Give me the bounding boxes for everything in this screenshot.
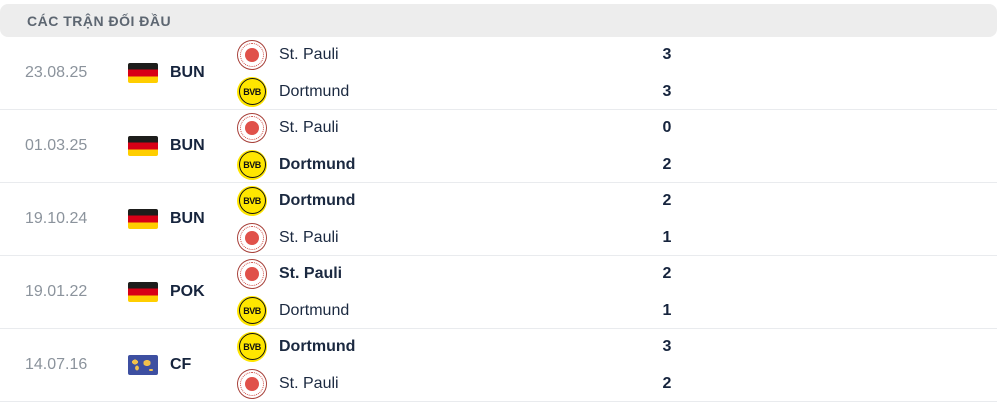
teams-block: St. Pauli 2 Dortmund 1 — [237, 258, 687, 326]
match-row[interactable]: 19.01.22 POK St. Pauli 2 Dortmund 1 — [0, 256, 997, 329]
st-pauli-logo-icon — [237, 222, 267, 253]
home-team-name: St. Pauli — [279, 45, 339, 63]
away-team-score: 1 — [662, 228, 672, 246]
germany-flag-icon — [128, 282, 158, 302]
match-row[interactable]: 14.07.16 CF Dortmund 3 St. Pauli 2 — [0, 329, 997, 402]
section-title: CÁC TRẬN ĐỐI ĐẦU — [27, 12, 172, 29]
competition-code: BUN — [170, 210, 205, 227]
dortmund-logo-icon — [237, 185, 267, 216]
teams-block: St. Pauli 0 Dortmund 2 — [237, 112, 687, 180]
competition: BUN — [128, 63, 237, 83]
dortmund-logo-icon — [237, 295, 267, 326]
away-team-line: St. Pauli 2 — [237, 368, 687, 399]
competition: BUN — [128, 209, 237, 229]
away-team-score: 2 — [662, 155, 672, 173]
germany-flag-icon — [128, 209, 158, 229]
world-flag-icon — [128, 355, 158, 375]
st-pauli-logo-icon — [237, 112, 267, 143]
competition: CF — [128, 355, 237, 375]
dortmund-logo-icon — [237, 149, 267, 180]
away-team-name: Dortmund — [279, 82, 350, 100]
home-team-score: 0 — [662, 118, 672, 136]
competition-code: CF — [170, 356, 192, 373]
teams-block: Dortmund 3 St. Pauli 2 — [237, 331, 687, 399]
match-row[interactable]: 23.08.25 BUN St. Pauli 3 Dortmund 3 — [0, 37, 997, 110]
competition: BUN — [128, 136, 237, 156]
home-team-name: St. Pauli — [279, 264, 343, 282]
home-team-score: 3 — [662, 337, 672, 355]
away-team-line: Dortmund 2 — [237, 149, 687, 180]
competition: POK — [128, 282, 237, 302]
competition-code: BUN — [170, 64, 205, 81]
match-date: 19.10.24 — [25, 210, 88, 227]
away-team-line: Dortmund 3 — [237, 76, 687, 107]
away-team-score: 1 — [662, 301, 672, 319]
match-row[interactable]: 19.10.24 BUN Dortmund 2 St. Pauli 1 — [0, 183, 997, 256]
away-team-name: Dortmund — [279, 155, 356, 173]
away-team-line: St. Pauli 1 — [237, 222, 687, 253]
home-team-line: Dortmund 3 — [237, 331, 687, 362]
home-team-line: Dortmund 2 — [237, 185, 687, 216]
teams-block: Dortmund 2 St. Pauli 1 — [237, 185, 687, 253]
competition-code: BUN — [170, 137, 205, 154]
competition-code: POK — [170, 283, 205, 300]
home-team-line: St. Pauli 3 — [237, 39, 687, 70]
st-pauli-logo-icon — [237, 39, 267, 70]
home-team-score: 2 — [662, 264, 672, 282]
home-team-line: St. Pauli 0 — [237, 112, 687, 143]
away-team-score: 2 — [662, 374, 672, 392]
home-team-line: St. Pauli 2 — [237, 258, 687, 289]
away-team-name: St. Pauli — [279, 228, 339, 246]
away-team-name: St. Pauli — [279, 374, 339, 392]
match-date: 23.08.25 — [25, 64, 88, 81]
match-date: 19.01.22 — [25, 283, 88, 300]
dortmund-logo-icon — [237, 76, 267, 107]
home-team-score: 3 — [662, 45, 672, 63]
match-row[interactable]: 01.03.25 BUN St. Pauli 0 Dortmund 2 — [0, 110, 997, 183]
home-team-name: St. Pauli — [279, 118, 339, 136]
away-team-score: 3 — [662, 82, 672, 100]
dortmund-logo-icon — [237, 331, 267, 362]
home-team-name: Dortmund — [279, 337, 356, 355]
st-pauli-logo-icon — [237, 258, 267, 289]
away-team-name: Dortmund — [279, 301, 350, 319]
germany-flag-icon — [128, 136, 158, 156]
germany-flag-icon — [128, 63, 158, 83]
home-team-name: Dortmund — [279, 191, 356, 209]
section-header: CÁC TRẬN ĐỐI ĐẦU — [0, 4, 997, 37]
teams-block: St. Pauli 3 Dortmund 3 — [237, 39, 687, 107]
home-team-score: 2 — [662, 191, 672, 209]
away-team-line: Dortmund 1 — [237, 295, 687, 326]
match-date: 14.07.16 — [25, 356, 88, 373]
st-pauli-logo-icon — [237, 368, 267, 399]
match-date: 01.03.25 — [25, 137, 88, 154]
